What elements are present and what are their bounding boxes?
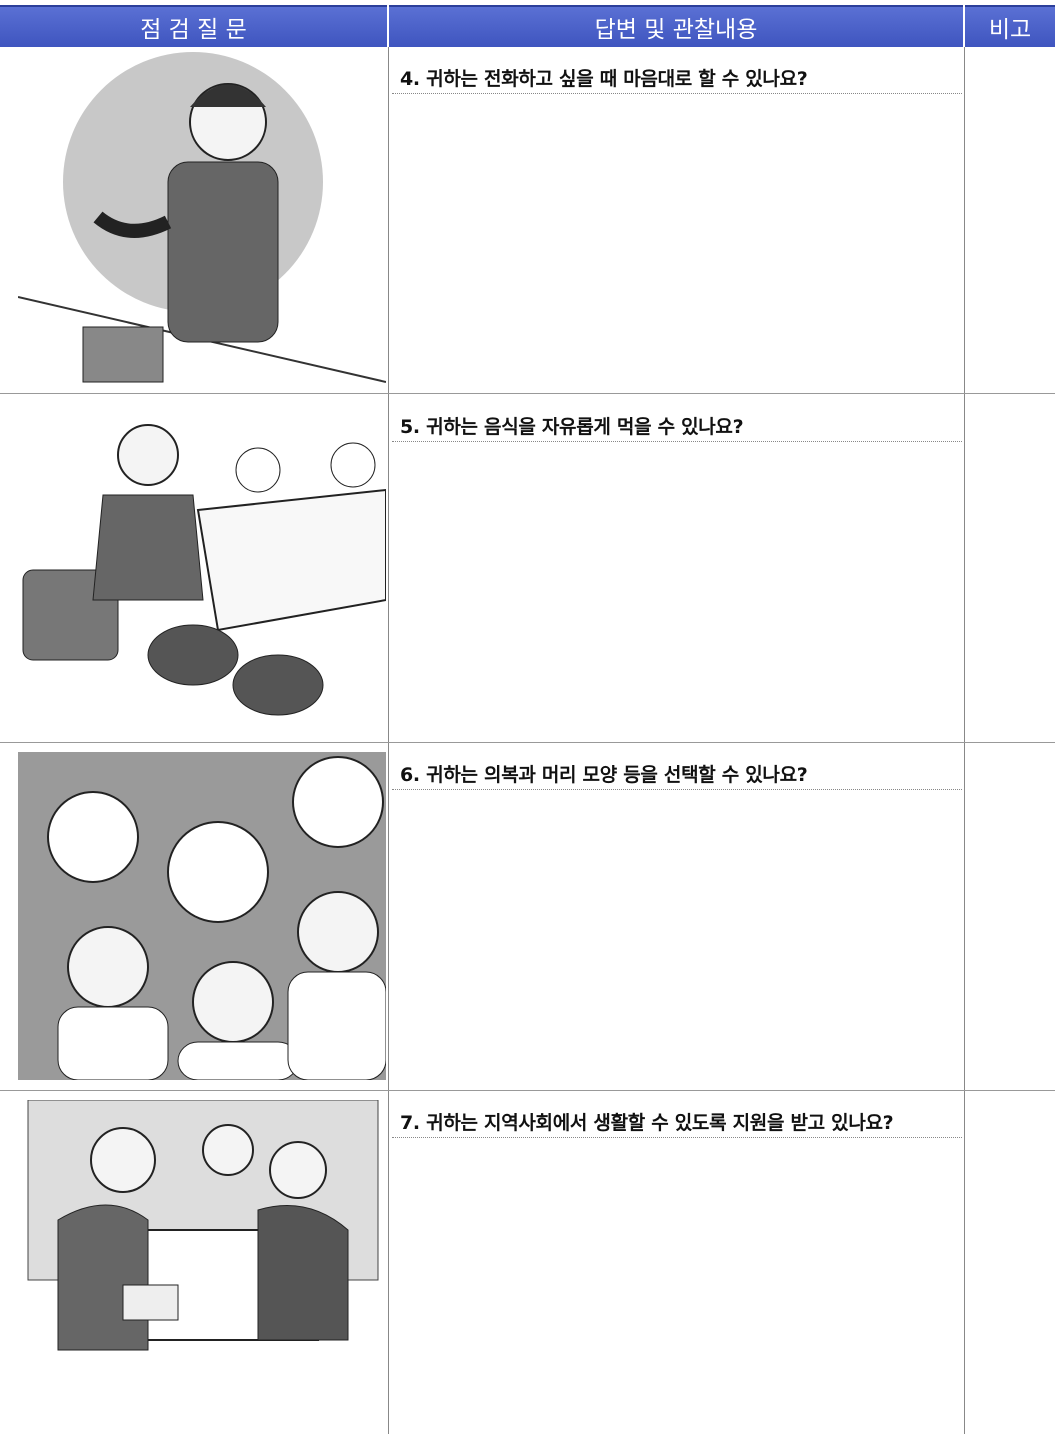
row-line xyxy=(0,1090,1055,1091)
row-line xyxy=(0,393,1055,394)
question: 6. 귀하는 의복과 머리 모양 등을 선택할 수 있나요? xyxy=(400,764,808,786)
header-cell: 비고 xyxy=(965,5,1055,47)
column-line xyxy=(388,47,389,1434)
answer-line xyxy=(392,441,962,442)
question: 7. 귀하는 지역사회에서 생활할 수 있도록 지원을 받고 있나요? xyxy=(400,1112,894,1134)
header-cell: 답변 및 관찰내용 xyxy=(389,5,963,47)
header-cell: 점 검 질 문 xyxy=(0,5,387,47)
illustration-choice xyxy=(18,752,386,1080)
answer-line xyxy=(392,93,962,94)
question: 4. 귀하는 전화하고 싶을 때 마음대로 할 수 있나요? xyxy=(400,68,808,90)
illustration-meal xyxy=(22,424,386,716)
illustration-phone xyxy=(18,52,386,383)
question: 5. 귀하는 음식을 자유롭게 먹을 수 있나요? xyxy=(400,416,744,438)
column-line xyxy=(964,47,965,1434)
illustration-center xyxy=(27,1100,379,1351)
answer-line xyxy=(392,1137,962,1138)
answer-line xyxy=(392,789,962,790)
row-line xyxy=(0,742,1055,743)
